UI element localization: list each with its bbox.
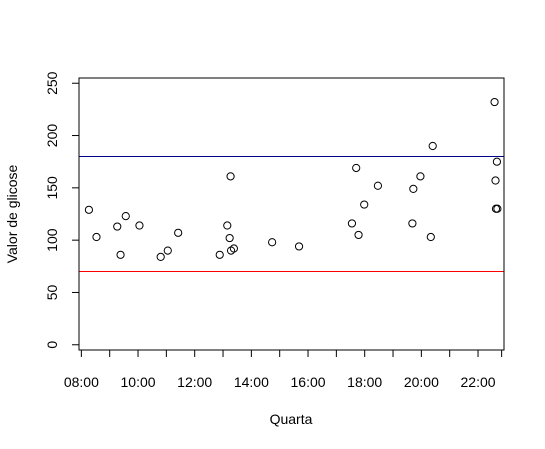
y-tick-label: 0 [44,341,60,349]
data-points [84,97,502,261]
x-tick-label: 20:00 [404,374,439,390]
data-point [156,252,165,261]
y-tick-label: 200 [44,124,60,148]
y-tick-label: 150 [44,176,60,200]
data-point [294,242,304,251]
data-point [491,176,500,185]
data-point [426,232,435,242]
data-point [408,219,417,228]
data-point [347,219,357,228]
data-point [354,230,363,240]
y-axis-title: Valor de glicose [4,165,20,264]
data-point [428,141,437,151]
data-point [215,250,224,259]
y-tick-label: 50 [44,284,60,300]
data-point [373,181,383,190]
data-point [352,163,361,173]
data-point [229,244,238,253]
y-axis: 0 50 100 150 200 250 [44,71,80,349]
reference-lines [79,155,504,273]
data-point [268,238,277,247]
y-tick-label: 100 [44,228,60,252]
data-point [225,233,234,243]
data-point [490,97,499,107]
x-tick-label: 08:00 [64,374,99,390]
x-tick-label: 18:00 [347,374,382,390]
data-point [492,157,502,166]
data-point [360,200,369,209]
data-point [84,205,94,214]
data-point [163,246,172,255]
data-point [116,250,125,259]
x-tick-label: 10:00 [121,374,156,390]
data-point [121,211,130,221]
data-point [92,232,101,242]
data-point [409,184,418,193]
data-point [223,221,232,230]
x-axis: 08:00 10:00 12:00 14:00 16:00 18:00 20:00 22:00 [64,349,503,390]
x-tick-label: 12:00 [177,374,212,390]
x-tick-label: 16:00 [291,374,326,390]
data-point [113,222,122,231]
x-tick-label: 22:00 [461,374,496,390]
data-point [135,221,144,230]
data-point [493,204,502,213]
data-point [226,246,236,255]
x-tick-label: 14:00 [234,374,269,390]
plot-frame [78,77,505,351]
data-point [226,172,235,181]
data-point [174,228,183,237]
y-tick-label: 250 [44,71,60,95]
data-point [416,172,425,181]
x-axis-title: Quarta [270,411,313,427]
